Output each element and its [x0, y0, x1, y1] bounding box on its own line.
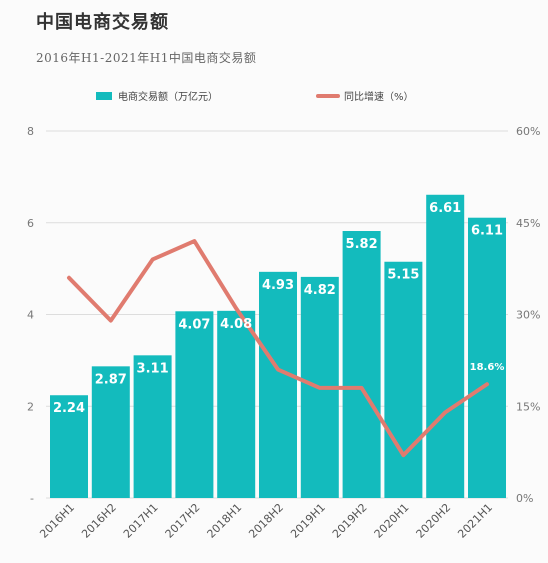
line-value-label: 18.6%: [470, 362, 505, 373]
chart-subtitle: 2016年H1-2021年H1中国电商交易额: [36, 51, 257, 65]
line-point: [486, 383, 488, 385]
x-tick-label: 2020H2: [414, 501, 454, 541]
bar: [468, 217, 506, 499]
x-tick-label: 2016H2: [79, 501, 119, 541]
line-point: [277, 369, 279, 371]
line-point: [68, 277, 70, 279]
bar-value-label: 5.82: [346, 237, 378, 252]
bar-value-label: 4.07: [178, 317, 210, 332]
line-point: [193, 240, 195, 242]
bar-value-label: 4.93: [262, 278, 294, 293]
x-tick-label: 2019H2: [330, 501, 370, 541]
y-right-tick-label: 60%: [516, 125, 540, 138]
legend: 电商交易额（万亿元） 同比增速（%）: [96, 90, 414, 103]
bar-value-label: 3.11: [137, 361, 169, 376]
line-point: [402, 454, 404, 456]
y-right-tick-label: 45%: [516, 217, 540, 230]
line-point: [110, 320, 112, 322]
bar-value-label: 6.61: [429, 201, 461, 216]
x-tick-label: 2019H1: [288, 501, 328, 541]
bar: [384, 261, 423, 498]
chart-title: 中国电商交易额: [36, 12, 169, 33]
x-tick-label: 2020H1: [372, 501, 412, 541]
x-tick-label: 2018H1: [205, 501, 245, 541]
y-left-tick-label: 2: [27, 400, 34, 413]
line-series: [67, 239, 489, 458]
bar-value-label: 4.08: [220, 317, 252, 332]
line-point: [319, 387, 321, 389]
bar-value-label: 6.11: [471, 224, 503, 239]
line-point: [361, 387, 363, 389]
y-right-tick-label: 15%: [516, 400, 540, 413]
y-left-tick-label: -: [30, 492, 34, 505]
bar-series: [50, 194, 506, 499]
bar: [91, 366, 130, 498]
bar: [133, 355, 172, 498]
bar: [217, 310, 256, 498]
bar: [50, 395, 88, 498]
data-labels: 2.24 2.87 3.11 4.07 4.08 4.93 4.82 5.82 5.15 6.61…: [53, 201, 504, 416]
bar: [342, 231, 381, 498]
bar: [175, 311, 214, 498]
legend-bar-swatch: [96, 92, 112, 100]
y-right-tick-label: 30%: [516, 309, 540, 322]
line-point: [444, 411, 446, 413]
x-tick-label: 2016H1: [37, 501, 77, 541]
x-tick-label: 2017H1: [121, 501, 161, 541]
y-left-tick-label: 6: [27, 217, 34, 230]
bar-value-label: 5.15: [387, 268, 419, 283]
x-tick-label: 2017H2: [163, 501, 203, 541]
y-left-tick-label: 4: [27, 309, 34, 322]
bar-value-label: 4.82: [304, 283, 336, 298]
bar-value-label: 2.24: [53, 401, 85, 416]
x-tick-label: 2021H1: [455, 501, 495, 541]
line-point: [152, 258, 154, 260]
bar: [259, 271, 297, 498]
x-tick-label: 2018H2: [246, 501, 286, 541]
y-right-tick-label: 0%: [516, 492, 533, 505]
line-point: [235, 307, 237, 309]
bar: [426, 194, 465, 499]
y-left-tick-label: 8: [27, 125, 34, 138]
bar-value-label: 2.87: [95, 372, 127, 387]
legend-bar-label: 电商交易额（万亿元）: [118, 90, 218, 103]
legend-line-label: 同比增速（%）: [344, 90, 414, 103]
